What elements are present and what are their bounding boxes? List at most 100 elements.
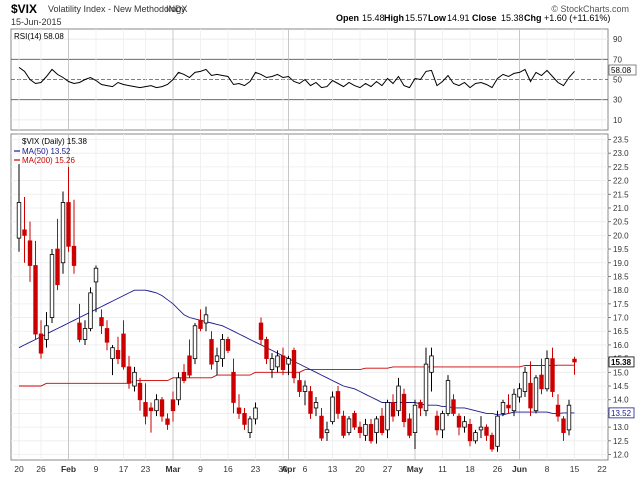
candle-body [572, 358, 577, 363]
candle [181, 364, 187, 384]
candle-body [159, 399, 165, 417]
symbol: $VIX [11, 2, 37, 16]
candle [198, 309, 203, 332]
candle [22, 197, 27, 263]
candle [176, 372, 181, 406]
candle [220, 333, 225, 367]
x-tick-label: 26 [36, 464, 46, 474]
candle-body [16, 202, 22, 239]
candle-body [368, 423, 374, 442]
price-tick-label: 17.0 [613, 314, 629, 323]
candle [489, 432, 495, 452]
rsi-tick-label: 10 [613, 116, 622, 125]
x-tick-label: 26 [493, 464, 503, 474]
price-tick-label: 17.5 [613, 300, 629, 309]
candle-body [313, 402, 319, 409]
candle [302, 380, 308, 406]
candle-body [544, 358, 550, 390]
rsi-tick-label: 50 [613, 76, 622, 85]
candle [280, 347, 286, 376]
candle-body [170, 399, 176, 412]
price-tick-label: 15.0 [613, 368, 629, 377]
candle-body [143, 402, 148, 417]
candle-body [429, 355, 434, 373]
candle [214, 347, 220, 376]
candle [269, 353, 275, 378]
candle [363, 418, 368, 441]
candle [401, 388, 407, 428]
candle-body [104, 328, 110, 343]
x-tick-label: Apr [281, 464, 296, 474]
candle [33, 240, 38, 340]
candle [456, 413, 462, 436]
candle [148, 402, 154, 433]
candle [143, 383, 148, 425]
candle [335, 386, 341, 419]
candle [313, 396, 319, 417]
candle [412, 399, 418, 450]
candle-body [456, 415, 462, 428]
exchange: INDX [166, 4, 188, 14]
ma50-tag-box [608, 407, 635, 419]
candle-body [401, 393, 407, 423]
candle-body [93, 267, 99, 283]
candle [346, 416, 352, 436]
candle-body [566, 404, 572, 431]
candle [478, 416, 484, 439]
candle [286, 355, 291, 376]
candle-body [126, 366, 132, 384]
candle-body [269, 358, 275, 370]
rsi-value-tag: 58.08 [611, 66, 632, 75]
x-tick-label: Jun [512, 464, 527, 474]
candle [572, 356, 577, 375]
candle [27, 221, 33, 282]
candle-body [555, 404, 561, 417]
candle-body [484, 426, 489, 436]
x-tick-label: 23 [141, 464, 151, 474]
candle [225, 336, 231, 354]
candle-body [302, 385, 308, 392]
candle [341, 410, 346, 439]
candle-body [297, 380, 302, 392]
ma50-tag: 13.52 [611, 409, 632, 418]
price-tick-label: 12.0 [613, 451, 629, 460]
price-tick-label: 16.0 [613, 341, 629, 350]
ma200-label: MA(200) 15.26 [22, 156, 75, 165]
candle-body [291, 350, 297, 379]
candle-body [88, 292, 93, 329]
candle [528, 361, 533, 417]
candle [77, 303, 82, 343]
candle [44, 312, 49, 348]
candle-body [132, 371, 137, 387]
candle [264, 336, 269, 365]
candle [368, 418, 374, 444]
x-tick-label: 30 [278, 464, 288, 474]
chg-label: Chg [524, 13, 542, 23]
candle-body [489, 434, 495, 450]
x-tick-label: 22 [597, 464, 607, 474]
x-tick-label: 20 [14, 464, 24, 474]
candle-body [82, 328, 88, 340]
x-tick-label: 18 [465, 464, 475, 474]
candle-body [264, 339, 269, 360]
candle [407, 413, 412, 439]
high-value: 15.57 [405, 13, 428, 23]
candle-body [462, 421, 467, 428]
candle-body [374, 418, 379, 434]
candle [484, 424, 489, 441]
candle [126, 355, 132, 389]
candle-body [423, 363, 429, 412]
candle [440, 410, 445, 439]
candle [99, 309, 104, 334]
candle-body [33, 265, 38, 335]
price-tick-label: 20.5 [613, 218, 629, 227]
x-tick-label: 17 [119, 464, 129, 474]
x-tick-label: Feb [61, 464, 76, 474]
candle [544, 350, 550, 392]
candle [555, 394, 561, 422]
price-tick-label: 22.5 [613, 163, 629, 172]
candle [55, 218, 60, 291]
candle [473, 429, 478, 444]
candle-body [258, 322, 264, 340]
candle-body [511, 393, 517, 412]
